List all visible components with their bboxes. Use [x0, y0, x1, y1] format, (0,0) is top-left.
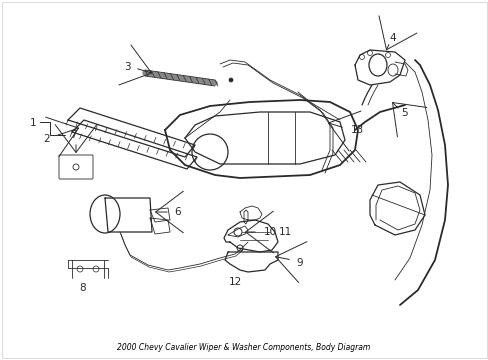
Text: 13: 13 [350, 125, 363, 135]
Text: 3: 3 [123, 62, 130, 72]
Text: 2000 Chevy Cavalier Wiper & Washer Components, Body Diagram: 2000 Chevy Cavalier Wiper & Washer Compo… [117, 343, 370, 352]
Text: 11: 11 [278, 227, 291, 237]
Text: 4: 4 [389, 33, 395, 43]
Text: 12: 12 [228, 277, 241, 287]
Text: 10: 10 [263, 227, 276, 237]
Text: 6: 6 [174, 207, 181, 217]
Text: 8: 8 [80, 283, 86, 293]
Text: 2: 2 [43, 134, 50, 144]
Text: 7: 7 [70, 130, 76, 140]
Text: 5: 5 [401, 108, 407, 118]
Text: 1: 1 [30, 118, 36, 128]
Text: 9: 9 [296, 258, 303, 268]
Circle shape [228, 78, 232, 82]
